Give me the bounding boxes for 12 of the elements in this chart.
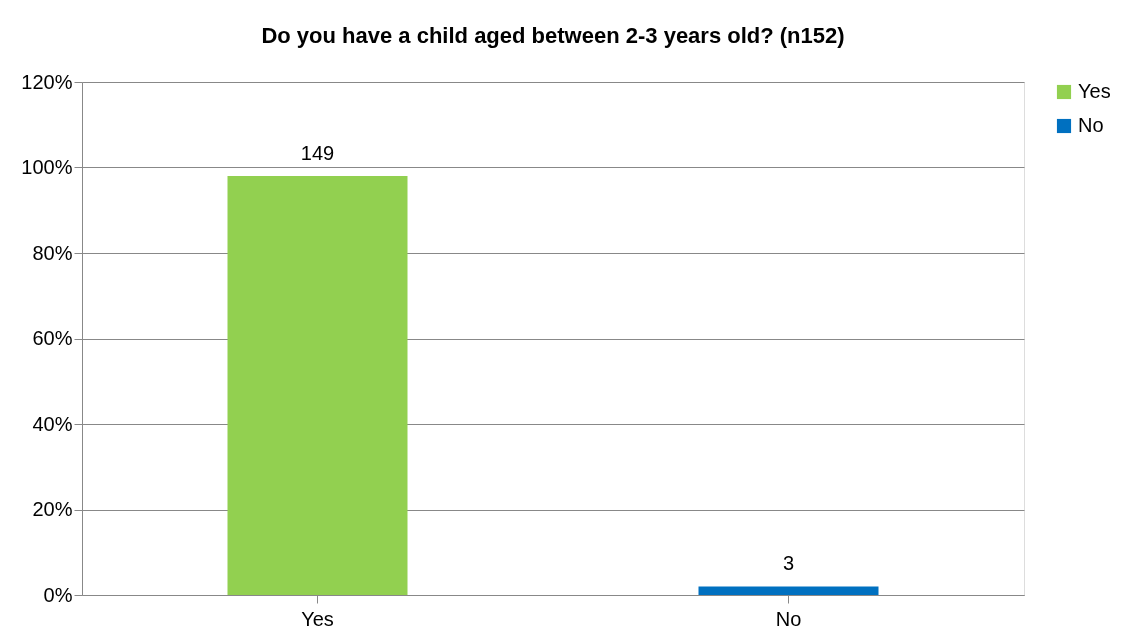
y-tick-label: 0% <box>43 583 73 606</box>
legend-label: Yes <box>1078 80 1111 102</box>
annotation: 3 <box>782 552 795 575</box>
y-tick-label: 120% <box>21 70 73 93</box>
y-tick-label: 20% <box>32 498 73 520</box>
chart-title: Do you have a child aged between 2-3 years old? (n152) <box>261 23 845 48</box>
y-tick-label: 80% <box>32 241 73 264</box>
y-tick-label: 100% <box>21 156 73 178</box>
annotation: 149 <box>300 142 335 165</box>
y-tick-label: 40% <box>32 412 73 435</box>
legend-label: No <box>1078 114 1104 136</box>
y-tick-label: 60% <box>32 327 73 349</box>
